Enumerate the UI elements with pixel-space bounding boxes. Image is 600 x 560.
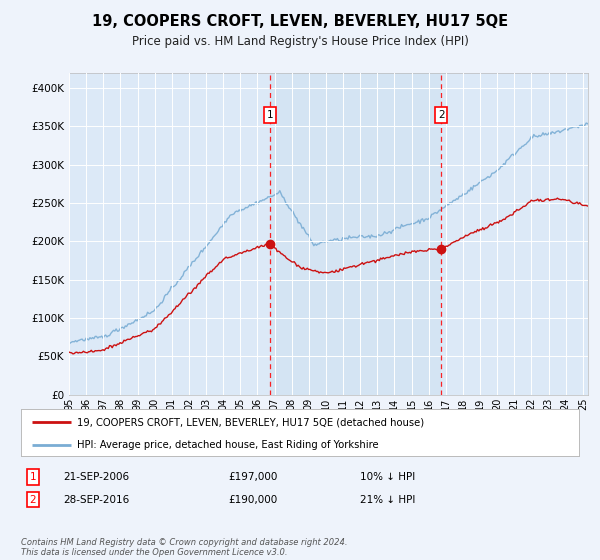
Text: Contains HM Land Registry data © Crown copyright and database right 2024.
This d: Contains HM Land Registry data © Crown c… <box>21 538 347 557</box>
Text: 19, COOPERS CROFT, LEVEN, BEVERLEY, HU17 5QE (detached house): 19, COOPERS CROFT, LEVEN, BEVERLEY, HU17… <box>77 417 424 427</box>
Text: Price paid vs. HM Land Registry's House Price Index (HPI): Price paid vs. HM Land Registry's House … <box>131 35 469 48</box>
Text: 2: 2 <box>29 494 37 505</box>
Bar <box>270 73 442 395</box>
Text: 21% ↓ HPI: 21% ↓ HPI <box>360 494 415 505</box>
Text: £197,000: £197,000 <box>228 472 277 482</box>
Text: 2: 2 <box>438 110 445 120</box>
Text: £190,000: £190,000 <box>228 494 277 505</box>
Text: HPI: Average price, detached house, East Riding of Yorkshire: HPI: Average price, detached house, East… <box>77 440 379 450</box>
Text: 1: 1 <box>29 472 37 482</box>
Text: 19, COOPERS CROFT, LEVEN, BEVERLEY, HU17 5QE: 19, COOPERS CROFT, LEVEN, BEVERLEY, HU17… <box>92 14 508 29</box>
Text: 10% ↓ HPI: 10% ↓ HPI <box>360 472 415 482</box>
Text: 1: 1 <box>266 110 273 120</box>
Text: 21-SEP-2006: 21-SEP-2006 <box>63 472 129 482</box>
Text: 28-SEP-2016: 28-SEP-2016 <box>63 494 129 505</box>
